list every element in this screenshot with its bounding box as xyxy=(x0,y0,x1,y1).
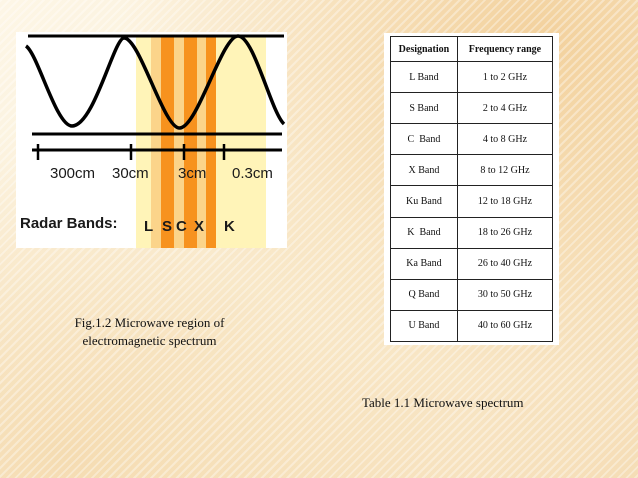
wavelength-label-30cm: 30cm xyxy=(112,165,149,182)
header-designation: Designation xyxy=(390,36,458,62)
wavelength-label-0-3cm: 0.3cm xyxy=(232,165,273,182)
cell-frequency: 2 to 4 GHz xyxy=(456,92,554,125)
band-strip-orange-3 xyxy=(206,36,216,248)
wavelength-label-3cm: 3cm xyxy=(178,165,206,182)
cell-frequency: 26 to 40 GHz xyxy=(456,247,554,280)
band-letter-l: L xyxy=(144,218,153,235)
table-header-row: Designation Frequency range xyxy=(390,36,554,62)
cell-designation: K Band xyxy=(390,216,458,249)
band-strip-orange-1 xyxy=(161,36,174,248)
cell-frequency: 40 to 60 GHz xyxy=(456,309,554,343)
band-letter-k: K xyxy=(224,218,235,235)
cell-frequency: 12 to 18 GHz xyxy=(456,185,554,218)
cell-designation: U Band xyxy=(390,309,458,343)
cell-frequency: 30 to 50 GHz xyxy=(456,278,554,311)
figure-caption: Fig.1.2 Microwave region of electromagne… xyxy=(74,315,225,348)
spectrum-figure: 300cm 30cm 3cm 0.3cm Radar Bands: L S C … xyxy=(16,32,287,248)
table-row: K Band 18 to 26 GHz xyxy=(390,216,554,249)
band-letter-c: C xyxy=(176,218,187,235)
cell-designation: Q Band xyxy=(390,278,458,311)
table-caption: Table 1.1 Microwave spectrum xyxy=(362,395,524,410)
frequency-table-panel: Designation Frequency range L Band 1 to … xyxy=(384,33,559,345)
cell-frequency: 18 to 26 GHz xyxy=(456,216,554,249)
table-row: L Band 1 to 2 GHz xyxy=(390,60,554,94)
frequency-table: Designation Frequency range L Band 1 to … xyxy=(390,36,554,343)
wavelength-label-300cm: 300cm xyxy=(50,165,95,182)
cell-designation: X Band xyxy=(390,154,458,187)
header-frequency-range: Frequency range xyxy=(456,36,554,62)
table-row: Ku Band 12 to 18 GHz xyxy=(390,185,554,218)
cell-designation: Ka Band xyxy=(390,247,458,280)
band-strip-orange-2 xyxy=(184,36,197,248)
cell-frequency: 8 to 12 GHz xyxy=(456,154,554,187)
table-row: Ka Band 26 to 40 GHz xyxy=(390,247,554,280)
table-row: X Band 8 to 12 GHz xyxy=(390,154,554,187)
cell-designation: S Band xyxy=(390,92,458,125)
table-row: Q Band 30 to 50 GHz xyxy=(390,278,554,311)
band-letter-x: X xyxy=(194,218,204,235)
cell-frequency: 4 to 8 GHz xyxy=(456,123,554,156)
band-letter-s: S xyxy=(162,218,172,235)
radar-bands-label: Radar Bands: xyxy=(20,215,118,232)
table-row: S Band 2 to 4 GHz xyxy=(390,92,554,125)
cell-designation: C Band xyxy=(390,123,458,156)
table-row: U Band 40 to 60 GHz xyxy=(390,309,554,343)
cell-designation: Ku Band xyxy=(390,185,458,218)
spectrum-diagram: 300cm 30cm 3cm 0.3cm Radar Bands: L S C … xyxy=(20,34,286,248)
table-row: C Band 4 to 8 GHz xyxy=(390,123,554,156)
cell-designation: L Band xyxy=(390,60,458,94)
cell-frequency: 1 to 2 GHz xyxy=(456,60,554,94)
band-strip-light-orange xyxy=(151,36,211,248)
